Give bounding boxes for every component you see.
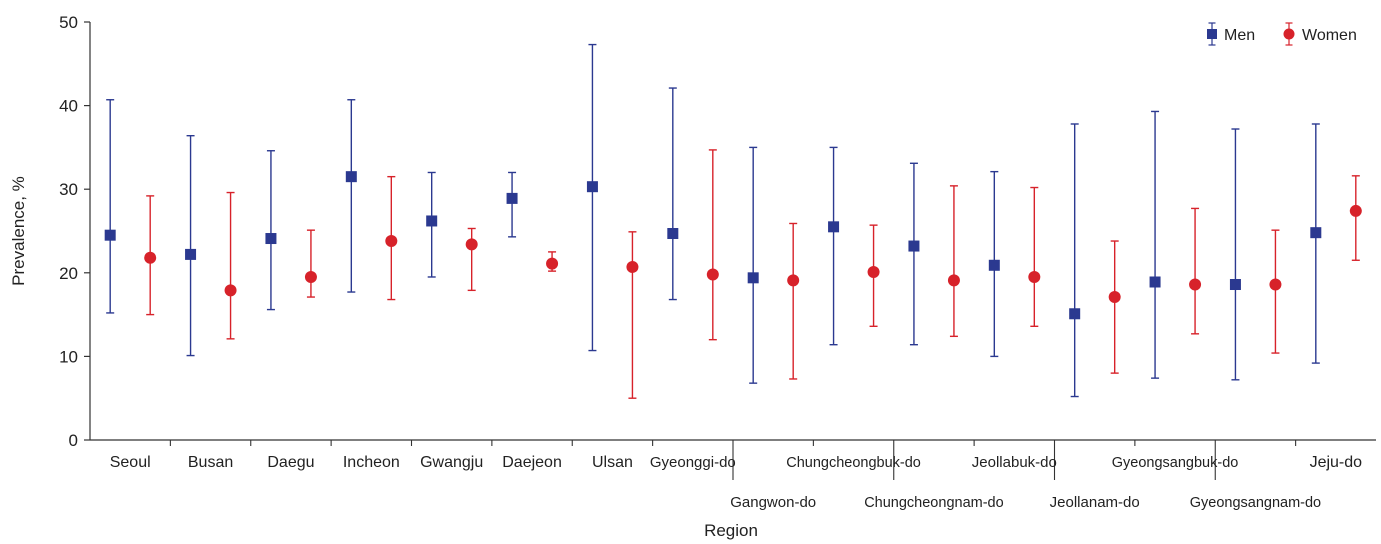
- legend-item-men: Men: [1207, 22, 1255, 46]
- data-point: [465, 238, 478, 251]
- legend-label: Women: [1302, 27, 1357, 44]
- data-point: [787, 274, 800, 287]
- x-tick-label: Chungcheongbuk-do: [786, 455, 921, 471]
- x-axis-label: Region: [704, 521, 758, 540]
- series-men: [104, 43, 1322, 398]
- y-tick-label: 10: [59, 347, 78, 366]
- y-axis-label: Prevalence, %: [9, 176, 28, 286]
- data-point: [1028, 270, 1041, 283]
- data-point: [988, 259, 1000, 271]
- data-point: [947, 274, 960, 287]
- x-tick-label: Gwangju: [420, 454, 483, 471]
- x-tick-label: Daejeon: [502, 454, 562, 471]
- data-point: [908, 240, 920, 252]
- data-point: [828, 221, 840, 233]
- x-tick-label: Seoul: [110, 454, 151, 471]
- data-point: [1229, 279, 1241, 291]
- x-tick-label: Daegu: [267, 454, 314, 471]
- y-tick-label: 40: [59, 97, 78, 116]
- x-tick-label: Gyeongsangnam-do: [1190, 495, 1321, 511]
- data-point: [345, 171, 357, 183]
- data-point: [104, 229, 116, 241]
- x-tick-label: Ulsan: [592, 454, 633, 471]
- x-tick-label: Jeollanam-do: [1050, 494, 1140, 511]
- y-axis-ticks: [84, 21, 90, 441]
- data-point: [426, 215, 438, 227]
- y-tick-label: 30: [59, 180, 78, 199]
- data-point: [1189, 278, 1202, 291]
- data-point: [1269, 278, 1282, 291]
- x-tick-label: Chungcheongnam-do: [864, 495, 1003, 511]
- data-point: [1349, 204, 1362, 217]
- x-axis-tick-labels: Seoul Busan Daegu Incheon Gwangju Daejeon Ulsa…: [110, 454, 1362, 511]
- data-point: [224, 284, 237, 297]
- x-tick-label: Incheon: [343, 454, 400, 471]
- data-point: [1149, 276, 1161, 288]
- x-tick-label: Gangwon-do: [730, 494, 816, 511]
- data-point: [586, 181, 598, 193]
- legend-label: Men: [1224, 27, 1255, 44]
- y-axis-tick-labels: 0 10 20 30 40 50: [59, 13, 78, 450]
- data-point: [185, 248, 197, 260]
- x-tick-label: Jeju-do: [1310, 454, 1363, 471]
- x-tick-label: Gyeonggi-do: [650, 454, 736, 471]
- data-point: [385, 235, 398, 248]
- y-tick-label: 20: [59, 264, 78, 283]
- legend-item-women: Women: [1283, 22, 1357, 46]
- data-point: [706, 268, 719, 281]
- legend-marker-circle: [1283, 28, 1295, 40]
- series-women: [144, 149, 1362, 399]
- data-point: [1108, 291, 1121, 304]
- data-point: [506, 192, 518, 204]
- x-tick-label: Gyeongsangbuk-do: [1112, 455, 1239, 471]
- axes: [89, 22, 1376, 441]
- x-axis-ticks: [169, 440, 1297, 480]
- data-point: [265, 233, 277, 245]
- data-point: [747, 272, 759, 284]
- y-tick-label: 50: [59, 13, 78, 32]
- data-point: [867, 265, 880, 278]
- data-point: [304, 270, 317, 283]
- data-point: [667, 228, 679, 240]
- legend: Men Women: [1207, 22, 1357, 46]
- data-point: [144, 251, 157, 264]
- data-point: [626, 260, 639, 273]
- data-point: [1069, 308, 1081, 320]
- legend-marker-square: [1207, 29, 1217, 39]
- data-marks: [104, 43, 1362, 399]
- data-point: [1310, 227, 1322, 239]
- x-tick-label: Jeollabuk-do: [972, 454, 1057, 471]
- x-tick-label: Busan: [188, 454, 233, 471]
- y-tick-label: 0: [69, 431, 78, 450]
- data-point: [546, 257, 559, 270]
